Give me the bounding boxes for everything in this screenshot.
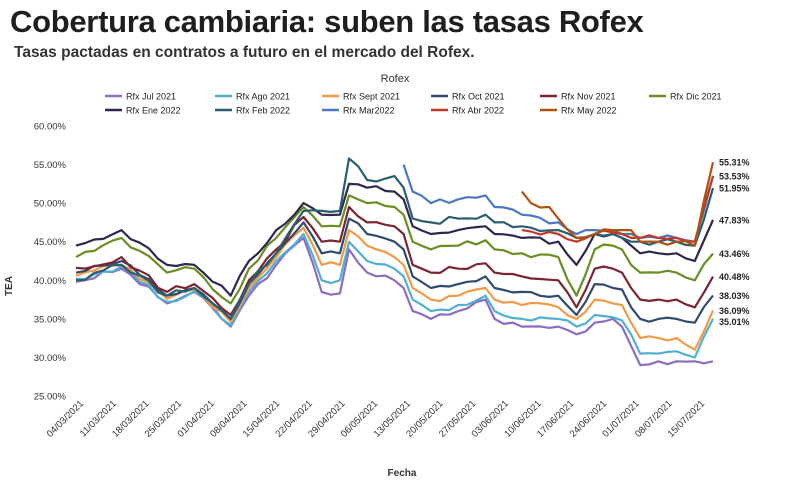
legend-label: Rfx Ene 2022 — [126, 106, 181, 116]
chart-title: Rofex — [381, 73, 410, 85]
end-value-label: 55.31% — [719, 158, 750, 168]
y-tick-label: 25.00% — [34, 392, 67, 403]
x-axis-label: Fecha — [388, 468, 417, 479]
end-value-label: 38.03% — [719, 291, 750, 301]
series-lines — [75, 157, 715, 367]
page-title: Cobertura cambiaria: suben las tasas Rof… — [10, 4, 644, 39]
chart-container: Rofex Rfx Jul 2021 Rfx Ago 2021 Rfx Sept 2… — [0, 68, 800, 487]
x-axis: 04/03/202111/03/202118/03/202125/03/2021… — [45, 398, 707, 439]
legend-label: Rfx Mar2022 — [343, 106, 395, 116]
legend-label: Rfx Nov 2021 — [561, 92, 616, 102]
end-labels: 55.31% 53.53% 51.95% 47.83% 43.46% 40.48% 38.0… — [719, 158, 750, 327]
series-line — [521, 175, 715, 243]
y-tick-label: 45.00% — [34, 237, 67, 248]
series-line — [75, 182, 715, 297]
legend-label: Rfx Sept 2021 — [343, 92, 400, 102]
legend-label: Rfx Jul 2021 — [126, 92, 176, 102]
y-tick-label: 60.00% — [34, 122, 67, 133]
y-axis: 25.00% 30.00% 35.00% 40.00% 45.00% 50.00% 55.0… — [34, 122, 67, 403]
line-chart: Rofex Rfx Jul 2021 Rfx Ago 2021 Rfx Sept 2… — [4, 73, 750, 479]
footer-strip — [0, 478, 800, 487]
series-line — [402, 164, 715, 243]
legend-label: Rfx May 2022 — [561, 106, 617, 116]
end-value-label: 36.09% — [719, 306, 750, 316]
legend-label: Rfx Feb 2022 — [236, 106, 290, 116]
legend-label: Rfx Abr 2022 — [452, 106, 504, 116]
series-line — [75, 232, 714, 359]
series-line — [75, 157, 715, 320]
legend-label: Rfx Ago 2021 — [236, 92, 290, 102]
end-value-label: 51.95% — [719, 184, 750, 194]
y-tick-label: 35.00% — [34, 314, 67, 325]
y-tick-label: 50.00% — [34, 199, 67, 210]
end-value-label: 35.01% — [719, 317, 750, 327]
y-tick-label: 30.00% — [34, 353, 67, 364]
legend-label: Rfx Dic 2021 — [670, 92, 722, 102]
y-tick-label: 40.00% — [34, 276, 67, 287]
chart-legend: Rfx Jul 2021 Rfx Ago 2021 Rfx Sept 2021 Rfx… — [105, 92, 722, 116]
end-value-label: 53.53% — [719, 171, 750, 181]
y-tick-label: 55.00% — [34, 160, 67, 171]
end-value-label: 43.46% — [719, 249, 750, 259]
series-line — [75, 194, 714, 305]
series-line — [521, 161, 715, 247]
end-value-label: 47.83% — [719, 215, 750, 225]
series-line — [75, 205, 714, 317]
y-axis-label: TEA — [4, 276, 15, 296]
end-value-label: 40.48% — [719, 272, 750, 282]
page-subtitle: Tasas pactadas en contratos a futuro en … — [14, 44, 475, 61]
legend-label: Rfx Oct 2021 — [452, 92, 505, 102]
